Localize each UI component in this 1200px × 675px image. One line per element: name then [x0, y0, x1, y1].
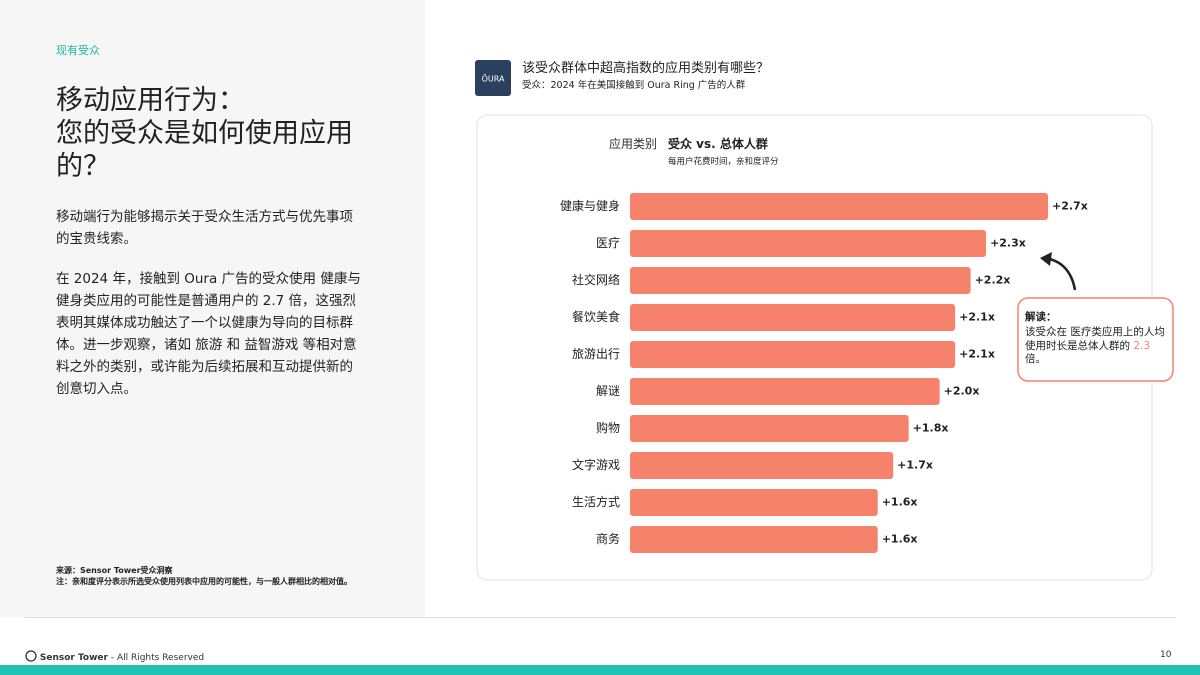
paragraph: 移动端行为能够揭示关于受众生活方式与优先事项的宝贵线索。: [56, 209, 353, 247]
page-number: 10: [1160, 650, 1172, 660]
category-label: 购物: [596, 420, 620, 435]
value-label: +2.3x: [990, 237, 1026, 250]
bar: [630, 378, 940, 405]
category-label: 生活方式: [572, 494, 620, 509]
brand-icon: [25, 650, 37, 662]
section-label: 现有受众: [56, 44, 100, 57]
footer-band: [0, 665, 1200, 675]
note: 注：亲和度评分表示所选受众使用列表中应用的可能性，与一般人群相比的相对值。: [56, 577, 352, 586]
bar: [630, 415, 909, 442]
category-header: 应用类别: [609, 136, 657, 151]
value-label: +2.7x: [1052, 200, 1088, 213]
value-label: +1.6x: [882, 496, 918, 509]
slide-title: 移动应用行为： 您的受众是如何使用应用的？: [56, 84, 386, 183]
annotation-title: 解读：: [1024, 310, 1057, 323]
value-label: +1.8x: [913, 422, 949, 435]
value-label: +2.0x: [944, 385, 980, 398]
value-label: +2.2x: [975, 274, 1011, 287]
bar: [630, 230, 987, 257]
notes: 来源：Sensor Tower受众洞察 注：亲和度评分表示所选受众使用列表中应用…: [56, 565, 352, 587]
value-subheader: 每用户花费时间，亲和度评分: [668, 156, 779, 167]
footer: Sensor Tower - All Rights Reserved: [25, 650, 204, 663]
annotation-body: 该受众在 医疗类应用上的人均使用时长是总体人群的 2.3 倍。: [1025, 326, 1167, 367]
category-label: 餐饮美食: [572, 309, 620, 324]
annotation-text: 该受众在 医疗类应用上的人均使用时长是总体人群的 2.3 倍。: [1025, 326, 1167, 367]
value-label: +2.1x: [959, 311, 995, 324]
brand: Sensor Tower: [39, 653, 108, 663]
annotation-box: [1017, 297, 1174, 382]
bar: [630, 267, 971, 294]
chart-title: 该受众群体中超高指数的应用类别有哪些？: [522, 60, 769, 76]
value-label: +1.7x: [897, 459, 933, 472]
annotation-highlight: 2.3: [1133, 339, 1151, 352]
bar: [630, 304, 956, 331]
category-label: 商务: [596, 531, 620, 546]
rights: - All Rights Reserved: [107, 653, 205, 663]
value-label: +2.1x: [959, 348, 995, 361]
value-header: 受众 vs. 总体人群: [668, 136, 768, 151]
chart-subtitle: 受众：2024 年在美国接触到 Oura Ring 广告的人群: [522, 79, 746, 91]
logo-box: [475, 60, 511, 96]
title-line: 移动应用行为：: [56, 85, 245, 116]
bar: [630, 341, 956, 368]
arrow-head: [1040, 252, 1052, 266]
category-label: 社交网络: [572, 272, 620, 287]
title-line: 您的受众是如何使用应用的？: [56, 118, 353, 182]
paragraph: 在 2024 年，接触到 Oura 广告的受众使用 健康与健身类应用的可能性是普…: [56, 271, 361, 397]
divider: [25, 617, 1175, 618]
category-label: 旅游出行: [572, 347, 620, 361]
category-label: 文字游戏: [572, 457, 620, 472]
category-label: 医疗: [596, 236, 620, 250]
bar: [630, 526, 878, 553]
annotation-part: 该受众在 医疗类应用上的人均使用时长是总体人群的: [1025, 326, 1165, 352]
bar: [630, 452, 894, 479]
body-text: 移动端行为能够揭示关于受众生活方式与优先事项的宝贵线索。 在 2024 年，接触…: [56, 206, 366, 418]
left-panel: [0, 0, 425, 617]
bar: [630, 489, 878, 516]
bar: [630, 193, 1048, 220]
value-label: +1.6x: [882, 533, 918, 546]
category-label: 健康与健身: [560, 198, 620, 213]
chart: ŌURA 该受众群体中超高指数的应用类别有哪些？ 受众：2024 年在美国接触到…: [475, 60, 1174, 581]
logo: ŌURA: [482, 74, 505, 84]
note: 来源：Sensor Tower受众洞察: [56, 566, 173, 575]
annotation-part: 倍。: [1025, 353, 1046, 365]
category-label: 解谜: [596, 384, 620, 398]
